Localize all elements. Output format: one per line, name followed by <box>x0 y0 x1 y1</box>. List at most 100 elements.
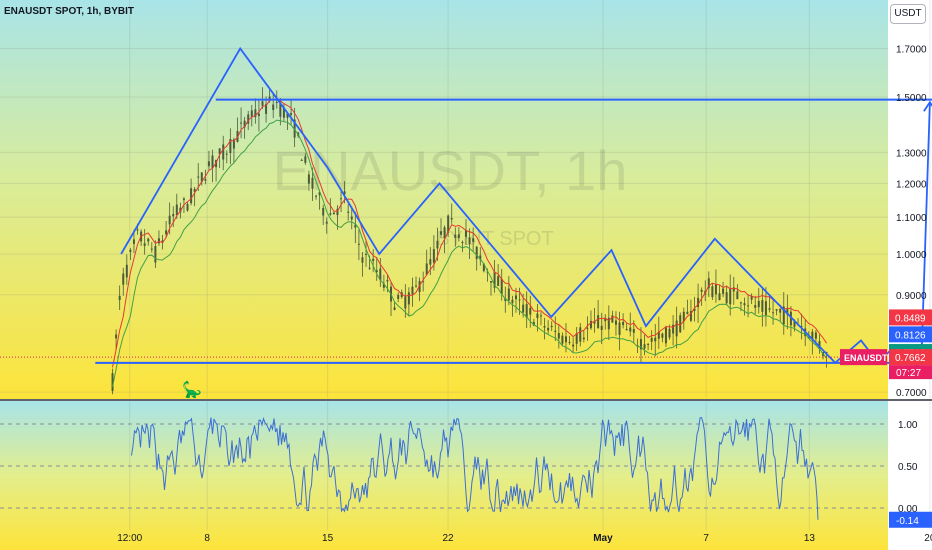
y-tick-label: 1.5000 <box>896 93 927 104</box>
candle-body <box>718 293 721 301</box>
candle-body <box>507 288 510 301</box>
candle-body <box>772 312 775 314</box>
candle-body <box>136 229 139 231</box>
candle-body <box>789 311 792 326</box>
candle-body <box>275 101 278 104</box>
candle-body <box>711 286 714 298</box>
candle-body <box>200 172 203 182</box>
candle-body <box>657 331 660 339</box>
y-tick-label: 1.2000 <box>896 179 927 190</box>
candle-body <box>779 308 782 313</box>
candle-body <box>300 159 303 161</box>
candle-body <box>675 320 678 337</box>
candle-body <box>168 215 171 225</box>
price-tag-label: 0.7662 <box>895 353 926 364</box>
candle-body <box>793 320 796 327</box>
candle-body <box>218 148 221 154</box>
candle-body <box>461 241 464 243</box>
candle-body <box>318 191 321 196</box>
symbol-tag-box <box>840 349 887 366</box>
candle-body <box>564 336 567 343</box>
candle-body <box>729 288 732 305</box>
candle-body <box>722 288 725 294</box>
candle-body <box>368 267 371 269</box>
candle-body <box>639 339 642 350</box>
candle-body <box>382 283 385 288</box>
candle-body <box>725 292 728 304</box>
candle-body <box>572 344 575 347</box>
price-tag-box <box>889 349 932 366</box>
candle-body <box>457 234 460 239</box>
candle-body <box>429 259 432 265</box>
candle-body <box>175 204 178 215</box>
x-tick-label: 22 <box>443 533 455 544</box>
candle-body <box>293 119 296 138</box>
candle-body <box>165 230 168 235</box>
candle-body <box>197 176 200 178</box>
candle-body <box>618 322 621 335</box>
dinosaur-icon[interactable]: 🦕 <box>182 380 202 399</box>
candle-body <box>518 299 521 301</box>
candle-body <box>668 328 671 338</box>
candle-body <box>122 273 125 285</box>
candle-body <box>700 289 703 292</box>
candle-body <box>775 309 778 311</box>
candle-body <box>229 139 232 153</box>
candle-body <box>311 177 314 189</box>
y-tick-label: 1.1000 <box>896 213 927 224</box>
candle-body <box>490 281 493 283</box>
currency-button[interactable]: USDT <box>890 4 926 24</box>
candle-body <box>290 112 293 115</box>
candle-body <box>347 211 350 213</box>
price-tag-label: 0.8126 <box>895 330 926 341</box>
price-tag: 0.8489 <box>889 309 932 326</box>
candle-body <box>500 278 503 295</box>
candle-body <box>193 189 196 192</box>
candle-body <box>179 207 182 213</box>
candle-body <box>204 179 207 181</box>
oscillator-value-box <box>889 511 932 528</box>
candle-body <box>343 191 346 195</box>
price-tag-box <box>889 326 932 343</box>
candle-body <box>732 287 735 292</box>
y-tick-label: 1.7000 <box>896 45 927 56</box>
candle-body <box>629 327 632 332</box>
candle-body <box>547 327 550 331</box>
symbol-title[interactable]: ENAUSDT SPOT, 1h, BYBIT <box>4 6 135 17</box>
candle-body <box>486 271 489 273</box>
price-tag-label: 0.8489 <box>895 313 926 324</box>
y-tick-label: 0.7000 <box>896 388 927 399</box>
x-tick-label: 15 <box>322 533 334 544</box>
candle-body <box>579 327 582 342</box>
candle-body <box>497 276 500 286</box>
candle-body <box>222 144 225 160</box>
candle-body <box>714 284 717 295</box>
candle-body <box>532 321 535 326</box>
candle-body <box>132 239 135 244</box>
candle-body <box>425 263 428 275</box>
candle-body <box>186 204 189 211</box>
candle-body <box>611 315 614 323</box>
candle-body <box>475 246 478 260</box>
candle-body <box>550 325 553 328</box>
candle-body <box>679 315 682 333</box>
x-tick-label: 13 <box>804 533 816 544</box>
candle-body <box>686 311 689 315</box>
osc-y-tick-label: 1.00 <box>898 420 918 431</box>
x-tick-label: 12:00 <box>117 533 142 544</box>
candle-body <box>493 271 496 288</box>
candle-body <box>182 198 185 201</box>
y-tick-label: 0.9000 <box>896 291 927 302</box>
candle-body <box>211 155 214 168</box>
watermark-symbol: ENAUSDT, 1h <box>273 139 628 202</box>
candle-body <box>450 218 453 220</box>
candle-body <box>361 257 364 263</box>
candle-body <box>625 328 628 331</box>
candle-body <box>650 337 653 342</box>
candle-body <box>265 103 268 114</box>
candle-body <box>307 174 310 184</box>
candle-body <box>257 113 260 116</box>
candle-body <box>589 320 592 329</box>
